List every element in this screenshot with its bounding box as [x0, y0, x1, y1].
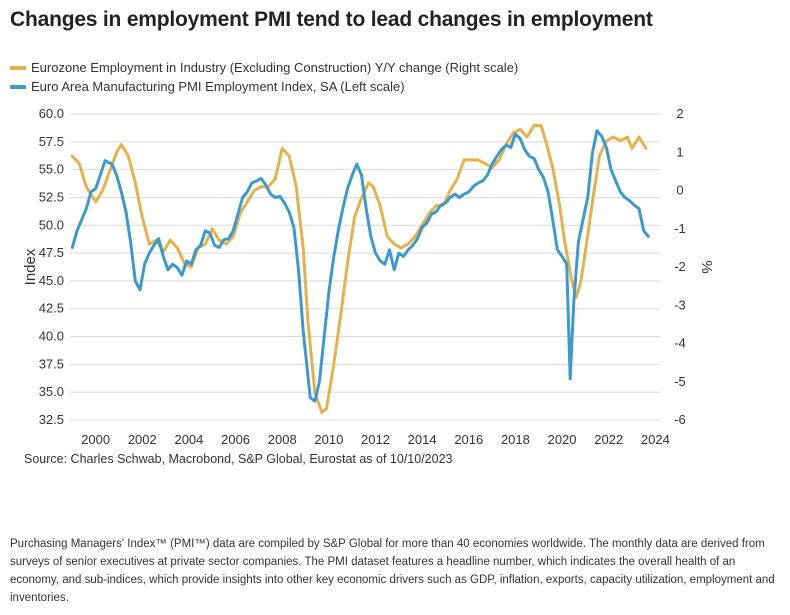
right-tick-label: -6 [674, 412, 686, 427]
left-tick-label: 32.5 [39, 412, 64, 427]
left-tick-label: 47.5 [39, 245, 64, 260]
x-tick-label: 2022 [594, 432, 623, 447]
x-tick-label: 2004 [174, 432, 203, 447]
left-tick-label: 57.5 [39, 134, 64, 149]
source-note: Source: Charles Schwab, Macrobond, S&P G… [24, 452, 453, 466]
left-tick-label: 52.5 [39, 189, 64, 204]
left-tick-label: 37.5 [39, 356, 64, 371]
right-tick-label: -3 [674, 297, 686, 312]
x-tick-label: 2002 [128, 432, 157, 447]
x-axis: 2000 2002 2004 2006 2008 2010 2012 2014 2016 2018… [81, 432, 670, 447]
x-tick-label: 2006 [221, 432, 250, 447]
x-tick-label: 2024 [641, 432, 670, 447]
left-tick-label: 50.0 [39, 217, 64, 232]
right-tick-label: 1 [676, 144, 683, 159]
x-tick-label: 2000 [81, 432, 110, 447]
left-tick-label: 55.0 [39, 162, 64, 177]
line-chart: 60.0 57.5 55.0 52.5 50.0 47.5 45.0 42.5 40.0 37.5… [22, 106, 715, 447]
grid-lines [70, 113, 660, 421]
left-tick-label: 35.0 [39, 384, 64, 399]
left-tick-label: 60.0 [39, 106, 64, 121]
legend-swatch-employment [10, 65, 26, 70]
x-tick-label: 2012 [361, 432, 390, 447]
left-tick-label: 45.0 [39, 273, 64, 288]
chart-legend: Eurozone Employment in Industry (Excludi… [10, 58, 518, 96]
x-tick-label: 2016 [454, 432, 483, 447]
chart-title: Changes in employment PMI tend to lead c… [10, 8, 653, 31]
legend-entry-employment: Eurozone Employment in Industry (Excludi… [10, 58, 518, 77]
left-tick-label: 42.5 [39, 301, 64, 316]
x-tick-label: 2020 [548, 432, 577, 447]
right-tick-label: 0 [676, 183, 683, 198]
right-axis: 2 1 0 -1 -2 -3 -4 -5 -6 [674, 106, 686, 427]
x-tick-label: 2018 [501, 432, 530, 447]
right-tick-label: 2 [676, 106, 683, 121]
x-tick-label: 2008 [268, 432, 297, 447]
legend-label-pmi: Euro Area Manufacturing PMI Employment I… [31, 79, 405, 94]
left-axis: 60.0 57.5 55.0 52.5 50.0 47.5 45.0 42.5 40.0 37.5… [39, 106, 64, 427]
pmi-series-line [70, 129, 650, 403]
left-axis-title: Index [22, 248, 39, 285]
x-tick-label: 2014 [408, 432, 437, 447]
legend-entry-pmi: Euro Area Manufacturing PMI Employment I… [10, 77, 518, 96]
left-tick-label: 40.0 [39, 329, 64, 344]
footnote: Purchasing Managers' Index™ (PMI™) data … [10, 538, 775, 604]
right-tick-label: -4 [674, 336, 686, 351]
legend-swatch-pmi [10, 84, 26, 89]
right-axis-title: % [698, 260, 715, 273]
right-tick-label: -2 [674, 259, 686, 274]
legend-label-employment: Eurozone Employment in Industry (Excludi… [31, 60, 519, 75]
right-tick-label: -1 [674, 221, 686, 236]
right-tick-label: -5 [674, 374, 686, 389]
x-tick-label: 2010 [314, 432, 343, 447]
series-lines [70, 124, 650, 414]
